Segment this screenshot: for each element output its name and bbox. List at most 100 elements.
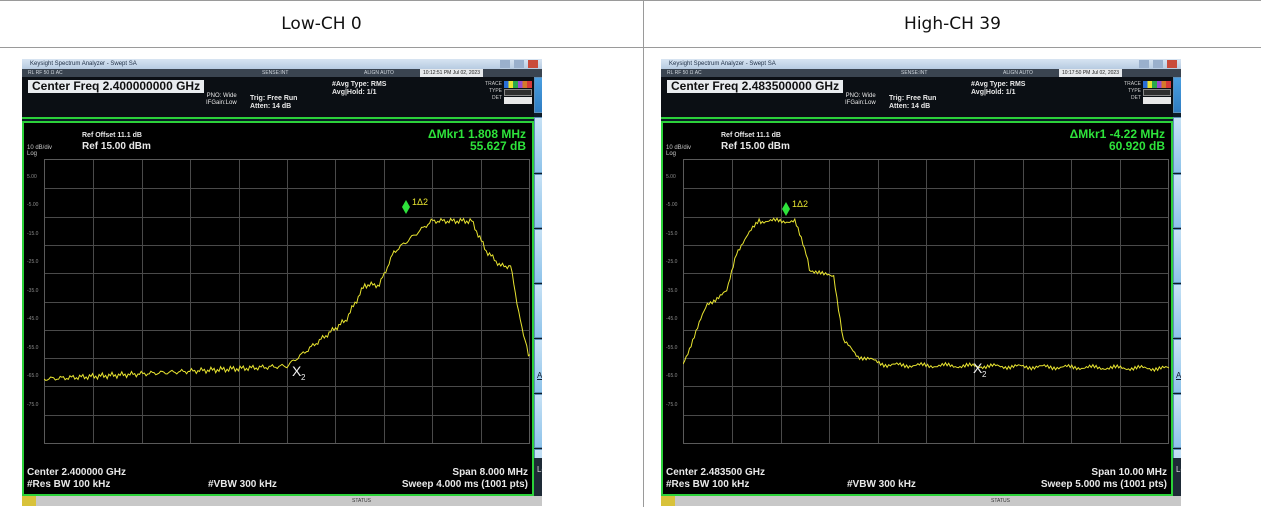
y-tick-label: -65.0 bbox=[27, 373, 39, 379]
maximize-icon[interactable] bbox=[1153, 60, 1163, 68]
header-high-ch: High-CH 39 bbox=[904, 14, 1001, 34]
header-low-ch: Low-CH 0 bbox=[281, 14, 362, 34]
footer-vbw: #VBW 300 kHz bbox=[208, 479, 277, 490]
softkey-auto-tune[interactable]: Auto Tune bbox=[534, 117, 542, 173]
message-icon[interactable] bbox=[661, 496, 675, 506]
close-icon[interactable] bbox=[528, 60, 538, 68]
grid-line-vertical bbox=[1022, 160, 1024, 443]
table-divider bbox=[0, 47, 1261, 48]
marker-2-label: 2 bbox=[982, 370, 987, 379]
minimize-icon[interactable] bbox=[500, 60, 510, 68]
grid-line-vertical bbox=[1071, 160, 1073, 443]
window-titlebar: Keysight Spectrum Analyzer - Swept SA bbox=[22, 59, 542, 69]
status-text: STATUS bbox=[991, 498, 1010, 504]
status-row: RL RF 50 Ω AC SENSE:INT ALIGN AUTO 10:12… bbox=[22, 69, 542, 77]
maximize-icon[interactable] bbox=[514, 60, 524, 68]
rf-status: RL RF 50 Ω AC bbox=[28, 70, 63, 76]
softkey-freq-offset[interactable]: Freq Offset 0 Hz bbox=[534, 394, 542, 448]
footer-span: Span 10.00 MHz bbox=[1091, 467, 1167, 478]
ref-level: Ref 15.00 dBm bbox=[721, 141, 790, 152]
y-tick-label: -15.0 bbox=[666, 230, 678, 237]
status-row: RL RF 50 Ω AC SENSE:INT ALIGN AUTO 10:17… bbox=[661, 69, 1181, 77]
footer-res-bw: #Res BW 100 kHz bbox=[27, 479, 111, 490]
scale-type-toggle[interactable]: Log Lin bbox=[1173, 458, 1181, 496]
softkey-frequency-header[interactable]: Frequency bbox=[534, 77, 542, 113]
grid-line-vertical bbox=[383, 160, 385, 443]
trigger-setting: Trig: Free Run Atten: 14 dB bbox=[889, 95, 937, 110]
softkey-center-freq[interactable]: Center Freq 2.400000000 GHz bbox=[534, 174, 542, 228]
softkey-center-freq[interactable]: Center Freq 2.483500000 GHz bbox=[1173, 174, 1181, 228]
close-icon[interactable] bbox=[1167, 60, 1177, 68]
softkey-frequency-header[interactable]: Frequency bbox=[1173, 77, 1181, 113]
softkey-start-freq[interactable]: Start Freq 2.478500000 GHz bbox=[1173, 229, 1181, 283]
grid-line-horizontal bbox=[684, 329, 1168, 331]
grid-line-vertical bbox=[432, 160, 434, 443]
trace-line bbox=[683, 217, 1169, 373]
softkey-start-freq[interactable]: Start Freq 2.396000000 GHz bbox=[534, 229, 542, 283]
minimize-icon[interactable] bbox=[1139, 60, 1149, 68]
plot-area[interactable]: 10 dB/div Log Ref Offset 11.1 dB Ref 15.0… bbox=[22, 121, 534, 496]
marker-2-icon[interactable]: X bbox=[292, 363, 302, 379]
align-status: ALIGN AUTO bbox=[364, 70, 394, 76]
status-bar: STATUS bbox=[22, 496, 542, 506]
footer-res-bw: #Res BW 100 kHz bbox=[666, 479, 750, 490]
y-tick-label: 5.00 bbox=[27, 173, 37, 180]
footer-center: Center 2.400000 GHz bbox=[27, 467, 126, 478]
softkey-stop-freq[interactable]: Stop Freq 2.488500000 GHz bbox=[1173, 284, 1181, 338]
marker-delta-level: 55.627 dB bbox=[469, 139, 526, 153]
pno-setting: PNO: Wide IFGain:Low bbox=[845, 93, 876, 106]
cf-step-auto[interactable]: Auto bbox=[537, 371, 542, 380]
scale-type-log[interactable]: Log bbox=[1176, 465, 1181, 474]
scale-label: 10 dB/div Log bbox=[27, 145, 53, 157]
footer-span: Span 8.000 MHz bbox=[452, 467, 528, 478]
y-tick-label: -65.0 bbox=[666, 373, 678, 379]
softkey-freq-offset[interactable]: Freq Offset 0 Hz bbox=[1173, 394, 1181, 448]
marker-delta-level: 60.920 dB bbox=[1108, 139, 1165, 153]
window-title: Keysight Spectrum Analyzer - Swept SA bbox=[30, 61, 137, 67]
trace-type-icon bbox=[504, 81, 532, 104]
grid-line-horizontal bbox=[45, 358, 529, 360]
softkey-cf-step[interactable]: CF Step 800.000 kHz Auto Man bbox=[534, 339, 542, 393]
softkey-menu: Frequency Auto Tune Center Freq 2.400000… bbox=[534, 77, 542, 496]
grid-line-horizontal bbox=[45, 301, 529, 303]
grid-line-horizontal bbox=[684, 301, 1168, 303]
marker-1-icon[interactable] bbox=[782, 202, 790, 216]
rf-status: RL RF 50 Ω AC bbox=[667, 70, 702, 76]
pno-setting: PNO: Wide IFGain:Low bbox=[206, 93, 237, 106]
y-tick-label: -25.0 bbox=[666, 259, 678, 265]
softkey-menu: Frequency Auto Tune Center Freq 2.483500… bbox=[1173, 77, 1181, 496]
message-icon[interactable] bbox=[22, 496, 36, 506]
footer-center: Center 2.483500 GHz bbox=[666, 467, 765, 478]
y-tick-label: -35.0 bbox=[666, 287, 678, 294]
settings-panel: Center Freq 2.400000000 GHz PNO: Wide IFG… bbox=[22, 77, 534, 119]
marker-2-label: 2 bbox=[301, 373, 306, 382]
cf-step-auto[interactable]: Auto bbox=[1176, 371, 1181, 380]
marker-2-icon[interactable]: X bbox=[973, 360, 983, 376]
marker-1-icon[interactable] bbox=[402, 200, 410, 214]
spectrum-analyzer-high-ch: Keysight Spectrum Analyzer - Swept SA RL… bbox=[661, 59, 1181, 506]
clock: 10:17:50 PM Jul 02, 2023 bbox=[1059, 69, 1122, 77]
marker-delta-freq: ΔMkr1 -4.22 MHz bbox=[1069, 127, 1165, 141]
spectrum-analyzer-low-ch: Keysight Spectrum Analyzer - Swept SA RL… bbox=[22, 59, 542, 506]
plot-area[interactable]: 10 dB/div Log Ref Offset 11.1 dB Ref 15.0… bbox=[661, 121, 1173, 496]
graticule bbox=[683, 159, 1169, 444]
y-tick-label: -35.0 bbox=[27, 287, 39, 294]
scale-type-log[interactable]: Log bbox=[537, 465, 542, 474]
graticule bbox=[44, 159, 530, 444]
trace-labels: TRACE TYPE DET bbox=[1124, 81, 1141, 101]
softkey-cf-step[interactable]: CF Step 1.000000 MHz Auto Man bbox=[1173, 339, 1181, 393]
grid-line-horizontal bbox=[684, 358, 1168, 360]
window-title: Keysight Spectrum Analyzer - Swept SA bbox=[669, 61, 776, 67]
marker-1-label: 1Δ2 bbox=[792, 199, 808, 209]
y-tick-label: -45.0 bbox=[27, 316, 39, 322]
grid-line-horizontal bbox=[684, 414, 1168, 416]
spectrum-trace: 1Δ2 X 2 bbox=[44, 197, 530, 382]
softkey-auto-tune[interactable]: Auto Tune bbox=[1173, 117, 1181, 173]
scale-type-toggle[interactable]: Log Lin bbox=[534, 458, 542, 496]
y-tick-label: 5.00 bbox=[666, 173, 676, 180]
ref-offset: Ref Offset 11.1 dB bbox=[721, 132, 781, 139]
y-tick-label: -15.0 bbox=[27, 230, 39, 237]
footer-sweep: Sweep 5.000 ms (1001 pts) bbox=[1040, 479, 1167, 490]
softkey-stop-freq[interactable]: Stop Freq 2.404000000 GHz bbox=[534, 284, 542, 338]
y-tick-label: -75.0 bbox=[27, 401, 39, 408]
